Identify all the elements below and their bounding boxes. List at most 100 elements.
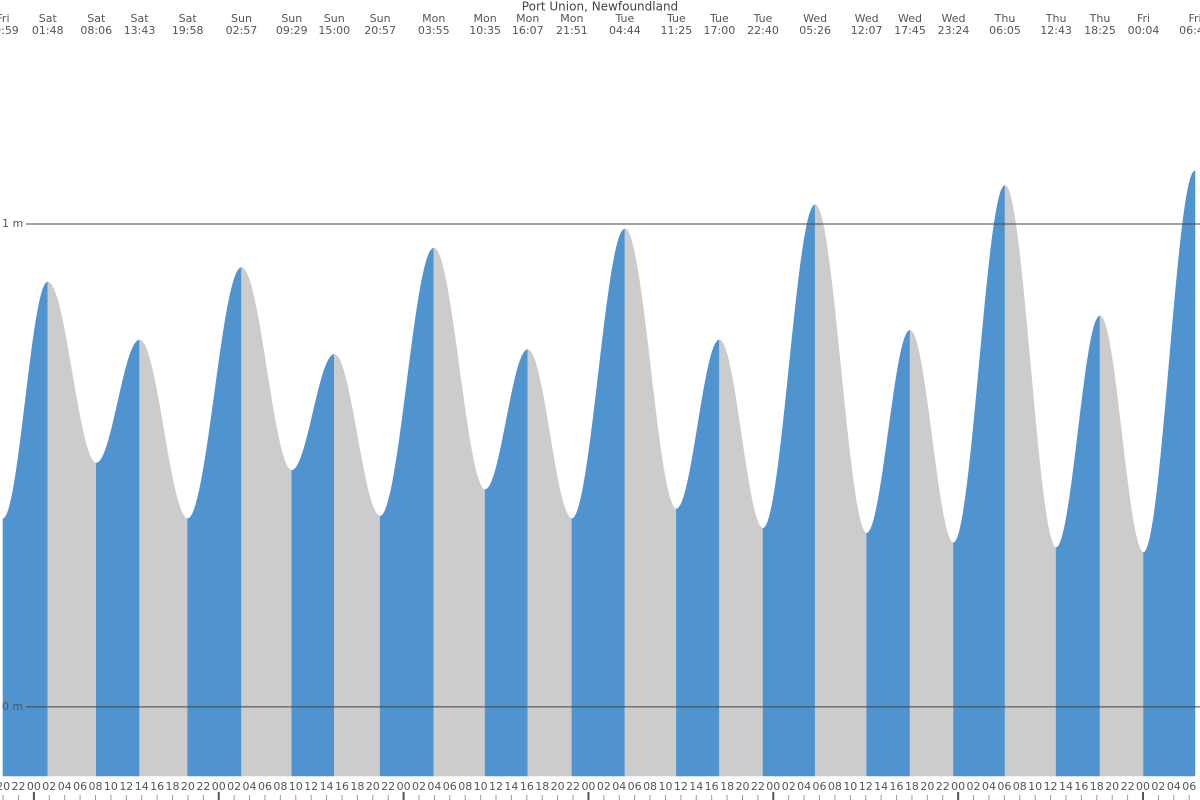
- extreme-time: 22:40: [747, 24, 779, 37]
- extreme-time: 06:45: [1179, 24, 1200, 37]
- x-tick-label: 22: [751, 780, 765, 793]
- x-tick-label: 22: [1121, 780, 1135, 793]
- x-tick-label: 22: [11, 780, 25, 793]
- x-tick-label: 20: [0, 780, 10, 793]
- extreme-time: 05:26: [799, 24, 831, 37]
- extreme-day: Sat: [87, 12, 106, 25]
- extreme-day: Sun: [324, 12, 345, 25]
- x-tick-label: 10: [658, 780, 672, 793]
- x-tick-label: 20: [1105, 780, 1119, 793]
- x-tick-label: 00: [951, 780, 965, 793]
- extreme-day: Tue: [666, 12, 686, 25]
- extreme-time: 16:07: [512, 24, 544, 37]
- x-tick-label: 02: [597, 780, 611, 793]
- tide-segment: [909, 329, 954, 777]
- extreme-day: Wed: [942, 12, 966, 25]
- tide-segment: [1055, 315, 1101, 777]
- extreme-time: 10:35: [469, 24, 501, 37]
- extreme-day: Thu: [994, 12, 1016, 25]
- x-tick-label: 02: [782, 780, 796, 793]
- x-tick-label: 18: [535, 780, 549, 793]
- extreme-day: Fri: [0, 12, 10, 25]
- x-tick-label: 08: [273, 780, 287, 793]
- tide-segment: [719, 339, 764, 777]
- extreme-day: Sat: [131, 12, 150, 25]
- x-tick-label: 06: [813, 780, 827, 793]
- y-tick-label: 0 m: [2, 700, 23, 713]
- extreme-day: Wed: [855, 12, 879, 25]
- extreme-day: Wed: [898, 12, 922, 25]
- x-tick-label: 02: [1151, 780, 1165, 793]
- extreme-day: Wed: [803, 12, 827, 25]
- x-tick-label: 12: [489, 780, 503, 793]
- x-tick-label: 06: [443, 780, 457, 793]
- x-tick-label: 20: [735, 780, 749, 793]
- x-tick-label: 14: [504, 780, 518, 793]
- x-tick-label: 16: [890, 780, 904, 793]
- tide-segment: [47, 281, 97, 777]
- x-tick-label: 20: [920, 780, 934, 793]
- x-tick-label: 12: [859, 780, 873, 793]
- x-tick-label: 20: [181, 780, 195, 793]
- tide-segment: [624, 228, 677, 777]
- x-tick-label: 16: [705, 780, 719, 793]
- x-tick-label: 06: [997, 780, 1011, 793]
- extreme-time: 09:29: [276, 24, 308, 37]
- x-tick-label: 04: [1167, 780, 1181, 793]
- x-tick-label: 22: [381, 780, 395, 793]
- extreme-day: Mon: [422, 12, 445, 25]
- extreme-time: 02:57: [226, 24, 258, 37]
- x-tick-label: 14: [874, 780, 888, 793]
- extreme-time: 03:55: [418, 24, 450, 37]
- extreme-time: 04:44: [609, 24, 641, 37]
- x-tick-label: 20: [366, 780, 380, 793]
- extreme-day: Sun: [370, 12, 391, 25]
- x-tick-label: 08: [828, 780, 842, 793]
- x-tick-label: 08: [458, 780, 472, 793]
- extreme-time: 01:48: [32, 24, 64, 37]
- extreme-day: Fri: [1188, 12, 1200, 25]
- x-tick-label: 12: [119, 780, 133, 793]
- extreme-day: Tue: [753, 12, 773, 25]
- x-tick-label: 12: [674, 780, 688, 793]
- tide-segment: [379, 247, 435, 777]
- extreme-time: 15:00: [318, 24, 350, 37]
- x-tick-label: 06: [628, 780, 642, 793]
- extreme-day: Sat: [179, 12, 198, 25]
- tide-segment: [433, 247, 486, 777]
- x-tick-label: 06: [258, 780, 272, 793]
- extreme-time: 12:07: [851, 24, 883, 37]
- x-tick-label: 18: [166, 780, 180, 793]
- tide-segment: [139, 339, 188, 777]
- extreme-day: Mon: [474, 12, 497, 25]
- x-tick-label: 04: [797, 780, 811, 793]
- x-tick-label: 04: [427, 780, 441, 793]
- tide-segment: [571, 228, 626, 777]
- x-tick-label: 10: [104, 780, 118, 793]
- extreme-time: 13:43: [124, 24, 156, 37]
- extreme-day: Sun: [231, 12, 252, 25]
- extreme-time: 23:24: [938, 24, 970, 37]
- extreme-day: Mon: [560, 12, 583, 25]
- tide-segment: [762, 204, 816, 777]
- tide-segment: [1004, 185, 1057, 777]
- extreme-day: Sun: [281, 12, 302, 25]
- extreme-time: 00:04: [1128, 24, 1160, 37]
- extreme-time: 19:59: [0, 24, 19, 37]
- extreme-time: 19:58: [172, 24, 204, 37]
- extreme-time: 08:06: [80, 24, 112, 37]
- x-tick-label: 04: [243, 780, 257, 793]
- x-tick-label: 04: [58, 780, 72, 793]
- x-tick-label: 06: [1182, 780, 1196, 793]
- extreme-time: 18:25: [1084, 24, 1116, 37]
- x-tick-label: 00: [27, 780, 41, 793]
- chart-title: Port Union, Newfoundland: [522, 0, 678, 14]
- x-tick-label: 14: [135, 780, 149, 793]
- x-tick-label: 18: [350, 780, 364, 793]
- x-tick-label: 16: [335, 780, 349, 793]
- x-tick-label: 18: [720, 780, 734, 793]
- x-tick-label: 06: [73, 780, 87, 793]
- tide-segment: [334, 354, 381, 777]
- x-tick-label: 22: [566, 780, 580, 793]
